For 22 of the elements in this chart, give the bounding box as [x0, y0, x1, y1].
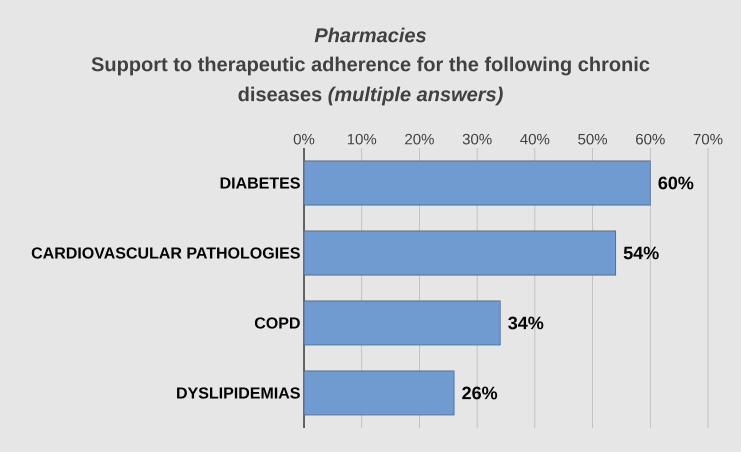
bar: [304, 300, 501, 346]
chart-subtitle: Support to therapeutic adherence for the following chronic diseases (multiple answers): [92, 56, 650, 106]
bar: [304, 160, 651, 206]
x-tick-label: 40%: [520, 134, 550, 144]
y-tick-label: CARDIOVASCULAR PATHOLOGIES: [32, 247, 300, 259]
chart-title: Pharmacies: [314, 28, 426, 42]
x-tick-label: 70%: [694, 134, 722, 144]
data-label: 60%: [658, 176, 694, 190]
x-tick-label: 50%: [578, 134, 608, 144]
x-tick-label: 20%: [405, 134, 434, 144]
x-tick-label: 0%: [294, 134, 314, 144]
bar: [304, 230, 616, 276]
x-tick-label: 30%: [462, 134, 492, 144]
x-tick-label: 60%: [636, 134, 665, 144]
y-tick-label: DYSLIPIDEMIAS: [177, 387, 300, 399]
x-tick-label: 10%: [348, 134, 376, 144]
bar: [304, 370, 454, 416]
data-label: 26%: [462, 386, 498, 400]
data-label: 54%: [624, 246, 659, 260]
y-tick-label: COPD: [254, 317, 300, 329]
y-tick-label: DIABETES: [220, 177, 300, 189]
data-label: 34%: [508, 316, 544, 330]
